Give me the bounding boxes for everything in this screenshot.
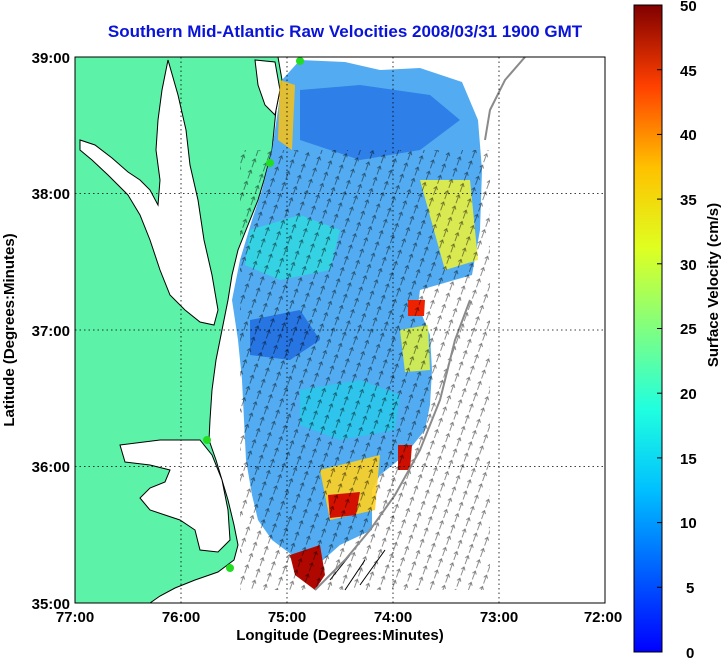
- radar-station: [203, 436, 211, 444]
- map-title: Southern Mid-Atlantic Raw Velocities 200…: [107, 22, 583, 41]
- x-tick-label: 73:00: [480, 609, 518, 626]
- colorbar-tick: 35: [680, 192, 697, 209]
- x-tick-label: 74:00: [374, 609, 412, 626]
- chesapeake-bay: [79, 59, 219, 326]
- colorbar-tick: 45: [680, 63, 697, 80]
- colorbar-tick: 50: [680, 0, 697, 15]
- colorbar-tick: 15: [680, 451, 697, 468]
- x-tick-label: 77:00: [56, 609, 94, 626]
- colorbar-tick: 0: [686, 645, 694, 659]
- colorbar: 50 45 40 35 30 25 20 15 10 5 0 Surface V…: [633, 0, 722, 659]
- y-tick-label: 39:00: [32, 50, 70, 67]
- x-axis-label: Longitude (Degrees:Minutes): [236, 627, 444, 644]
- colorbar-tick: 5: [686, 580, 694, 597]
- y-tick-label: 35:00: [32, 596, 70, 613]
- shelf-contour: [484, 57, 526, 141]
- radar-station: [226, 564, 234, 572]
- colorbar-label: Surface Velocity (cm/s): [705, 203, 722, 367]
- y-tick-label: 38:00: [32, 186, 70, 203]
- grid-lines: [75, 57, 605, 603]
- colorbar-tick: 20: [680, 386, 697, 403]
- y-axis-label: Latitude (Degrees:Minutes): [1, 233, 18, 426]
- y-axis: 39:00 38:00 37:00 36:00 35:00 Latitude (…: [1, 50, 70, 613]
- colorbar-tick: 30: [680, 257, 697, 274]
- y-tick-label: 36:00: [32, 459, 70, 476]
- radar-station: [266, 159, 274, 167]
- colorbar-tick: 25: [680, 321, 697, 338]
- x-tick-label: 72:00: [584, 609, 622, 626]
- pamlico-sound: [119, 439, 231, 553]
- x-tick-label: 75:00: [268, 609, 306, 626]
- y-tick-label: 37:00: [32, 323, 70, 340]
- colorbar-tick: 10: [680, 515, 697, 532]
- colorbar-tick: 40: [680, 127, 697, 144]
- delaware-bay: [254, 59, 281, 117]
- radar-station: [296, 57, 304, 65]
- x-axis: 77:00 76:00 75:00 74:00 73:00 72:00 Long…: [56, 609, 622, 644]
- x-tick-label: 76:00: [162, 609, 200, 626]
